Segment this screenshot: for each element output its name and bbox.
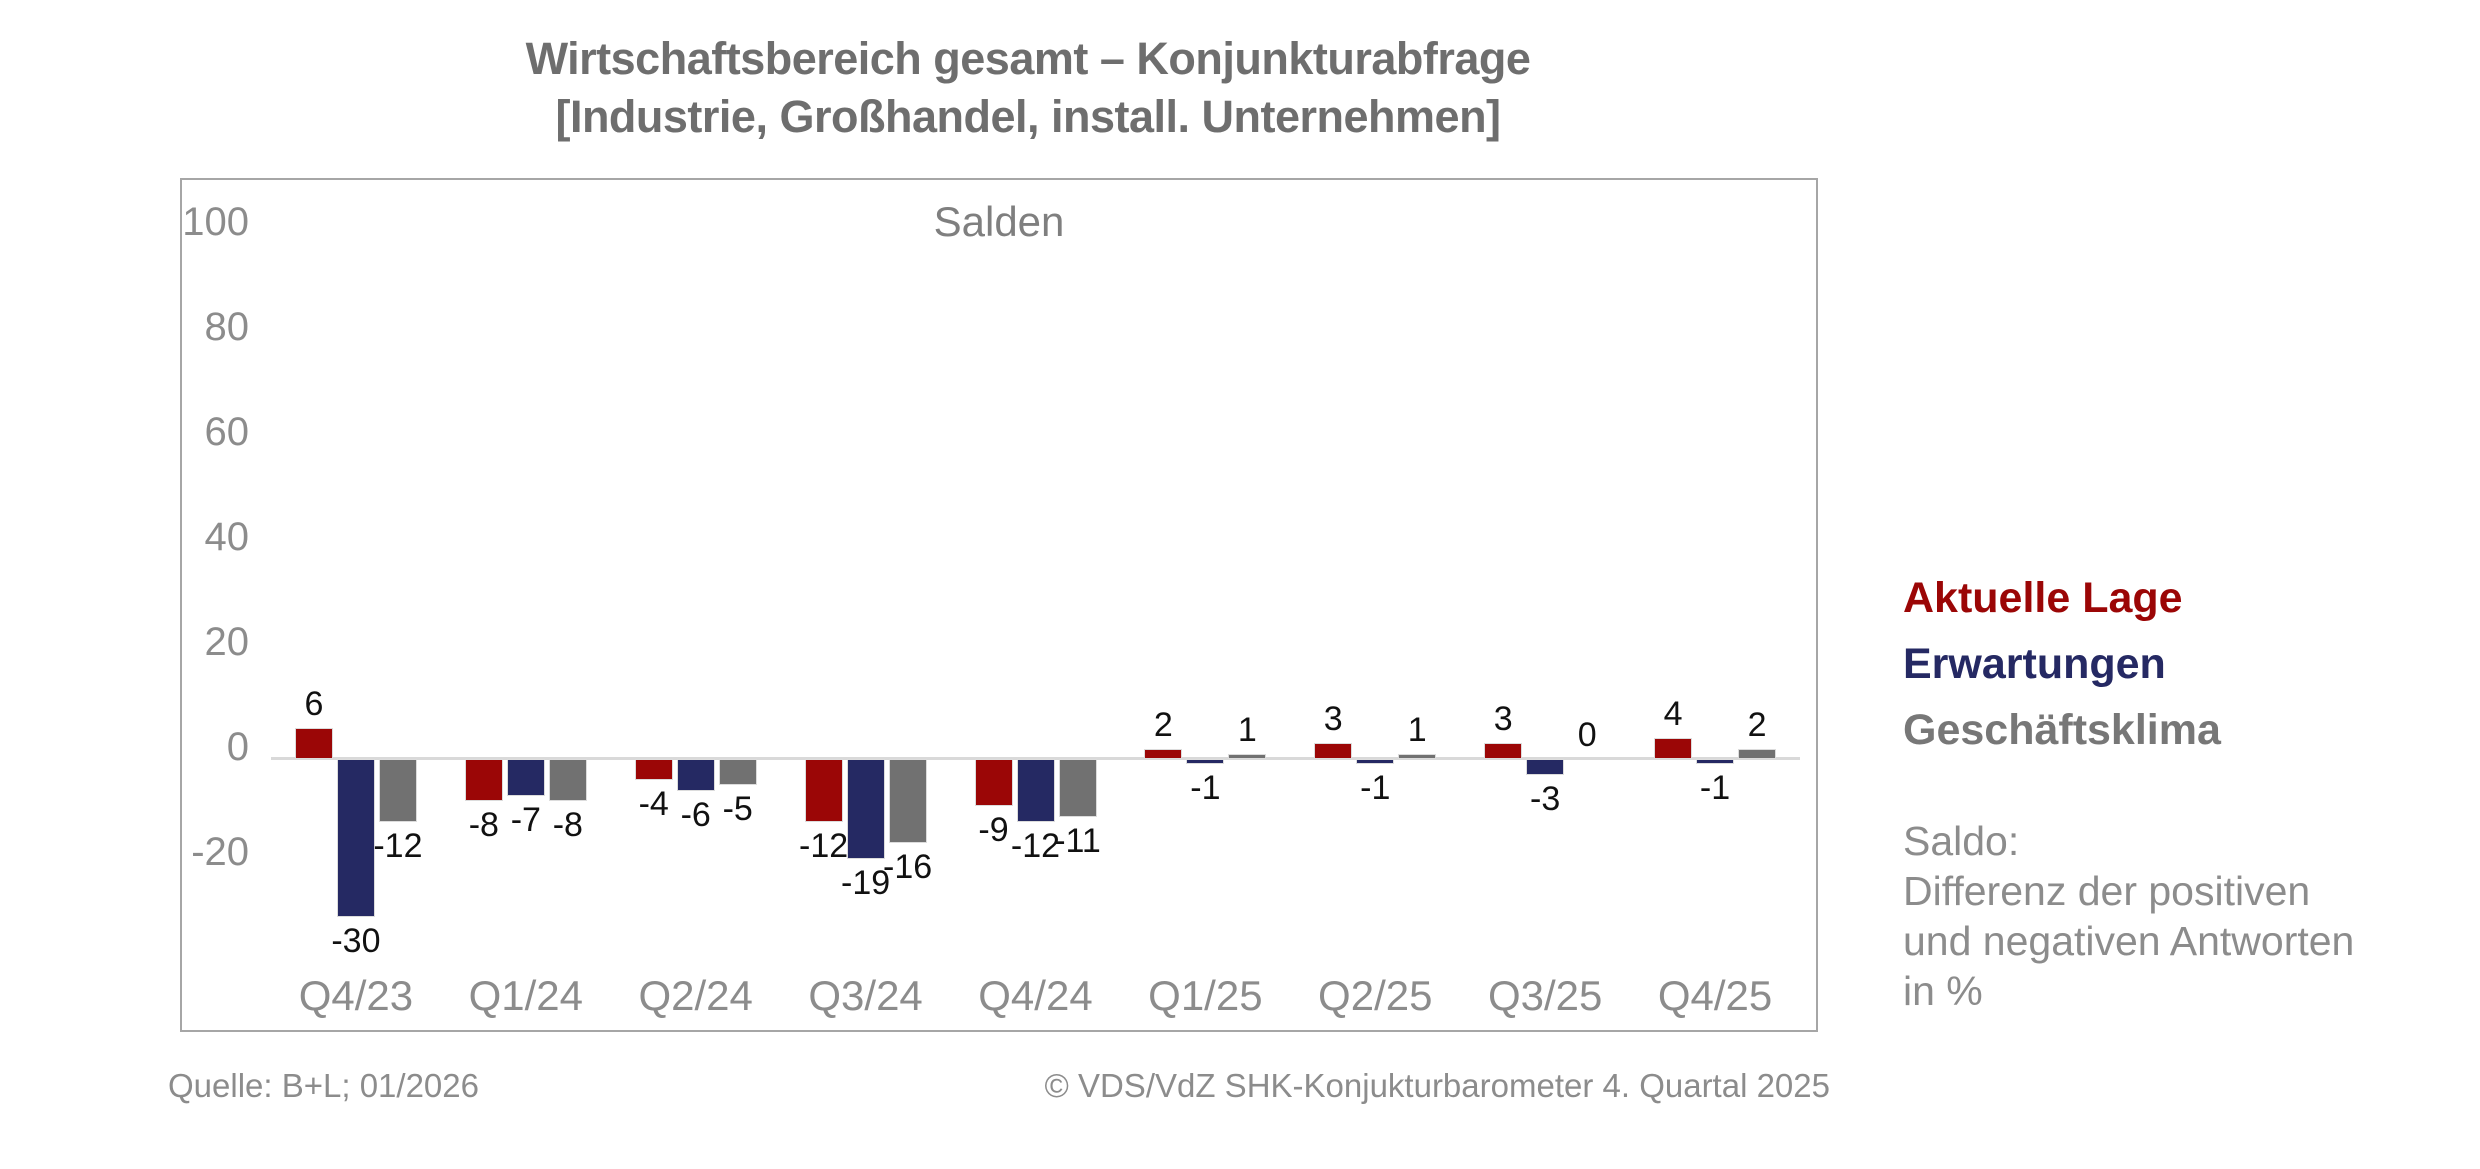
plot-area: Q4/23 6 -30 -12 Q1/24 -8 -7 -8 Q2/24 -4 -6 -5 Q3/24-… [271, 180, 1800, 1030]
bar-gesch-ftsklima [1228, 753, 1267, 759]
legend-item-aktuelle-lage: Aktuelle Lage [1903, 574, 2183, 622]
bar-erwartungen [846, 759, 885, 859]
legend-item-erwartungen: Erwartungen [1903, 640, 2166, 688]
zero-axis-line [271, 757, 1800, 760]
chart-title-line1: Wirtschaftsbereich gesamt – Konjunkturab… [525, 33, 1531, 84]
value-label: 3 [1493, 700, 1513, 739]
footer: Quelle: B+L; 01/2026 © VDS/VdZ SHK-Konju… [168, 1068, 1830, 1104]
legend-note-line3: und negativen Antworten [1903, 918, 2355, 964]
bar-aktuelle-lage [464, 759, 503, 801]
bar-erwartungen [1016, 759, 1055, 822]
y-axis-labels: 100 80 60 40 20 0 -20 [182, 180, 249, 1030]
y-tick-label: 80 [204, 305, 250, 349]
chart-frame: Salden 100 80 60 40 20 0 -20 Q4/23 6 -30 -12 Q1/24… [180, 178, 1818, 1032]
value-label: -12 [799, 827, 849, 865]
bar-aktuelle-lage [1314, 743, 1353, 759]
value-label: -30 [331, 921, 381, 960]
value-label: -12 [1010, 827, 1061, 865]
bar-gesch-ftsklima [1738, 748, 1777, 759]
legend-item-geschaeftsklima: Geschäftsklima [1903, 706, 2221, 754]
plot-inner-title: Salden [933, 198, 1065, 245]
value-label: -5 [722, 790, 753, 829]
chart-title: Wirtschaftsbereich gesamt – Konjunkturab… [209, 30, 1847, 146]
x-category-label: Q3/24 [808, 972, 923, 1019]
x-category-label: Q4/24 [978, 972, 1093, 1019]
y-tick-label: 100 [182, 200, 249, 244]
value-label: 0 [1577, 716, 1597, 754]
value-label: -1 [1360, 769, 1391, 808]
value-label: -1 [1699, 769, 1731, 808]
value-label: -9 [978, 811, 1009, 850]
footer-source: Quelle: B+L; 01/2026 [168, 1067, 479, 1104]
chart-title-line2: [Industrie, Großhandel, install. Unterne… [555, 91, 1501, 142]
bar-gesch-ftsklima [1398, 753, 1437, 759]
value-label: 4 [1663, 695, 1683, 733]
legend: Aktuelle Lage Erwartungen Geschäftsklima… [1903, 574, 2463, 1016]
value-label: 3 [1323, 700, 1343, 739]
y-tick-label: 0 [226, 725, 249, 769]
bar-gesch-ftsklima [548, 759, 587, 801]
value-label: -8 [552, 806, 583, 844]
value-label: -19 [841, 863, 891, 902]
bar-erwartungen [336, 759, 375, 917]
x-category-label: Q2/25 [1318, 972, 1433, 1019]
value-label: -7 [510, 800, 541, 839]
value-label: -4 [638, 785, 669, 823]
value-label: -12 [373, 827, 423, 865]
value-label: -8 [468, 806, 499, 844]
bar-gesch-ftsklima [888, 759, 927, 843]
bar-erwartungen [676, 759, 715, 791]
value-label: -3 [1530, 779, 1561, 818]
bar-aktuelle-lage [974, 759, 1013, 807]
x-category-label: Q4/23 [298, 972, 414, 1019]
y-tick-label: 60 [204, 410, 250, 454]
x-category-label: Q2/24 [638, 972, 753, 1019]
value-label: -6 [680, 795, 711, 834]
bar-aktuelle-lage [1144, 748, 1183, 759]
x-category-label: Q4/25 [1657, 972, 1773, 1019]
bar-gesch-ftsklima [718, 759, 757, 786]
x-category-label: Q1/24 [468, 972, 584, 1019]
bar-erwartungen [1526, 759, 1565, 775]
value-label: 1 [1407, 710, 1427, 749]
bar-gesch-ftsklima [1058, 759, 1097, 817]
value-label: 1 [1237, 710, 1257, 749]
y-tick-label: -20 [191, 830, 249, 874]
legend-note: Saldo: Differenz der positiven und negat… [1903, 816, 2463, 1016]
legend-note-line1: Saldo: [1903, 818, 2020, 864]
bar-aktuelle-lage [1484, 743, 1523, 759]
legend-note-line4: in % [1903, 968, 1983, 1014]
x-category-label: Q3/25 [1487, 972, 1603, 1019]
bar-aktuelle-lage [294, 727, 333, 759]
value-label: 2 [1153, 705, 1173, 744]
value-label: 6 [304, 684, 324, 723]
x-category-label: Q1/25 [1148, 972, 1263, 1019]
value-label: -1 [1190, 769, 1221, 808]
bar-aktuelle-lage [804, 759, 843, 822]
bar-erwartungen [1356, 759, 1395, 765]
bar-aktuelle-lage [634, 759, 673, 780]
bar-erwartungen [1186, 759, 1225, 765]
bar-erwartungen [506, 759, 545, 796]
y-tick-label: 40 [204, 515, 250, 559]
y-tick-label: 20 [204, 620, 250, 664]
bar-erwartungen [1696, 759, 1735, 765]
footer-copyright: © VDS/VdZ SHK-Konjukturbarometer 4. Quar… [1044, 1067, 1830, 1104]
value-label: -11 [1054, 821, 1101, 860]
value-label: 2 [1747, 705, 1767, 744]
bar-aktuelle-lage [1654, 738, 1693, 759]
legend-note-line2: Differenz der positiven [1903, 868, 2311, 914]
value-label: -16 [883, 848, 933, 886]
bar-gesch-ftsklima [378, 759, 417, 822]
